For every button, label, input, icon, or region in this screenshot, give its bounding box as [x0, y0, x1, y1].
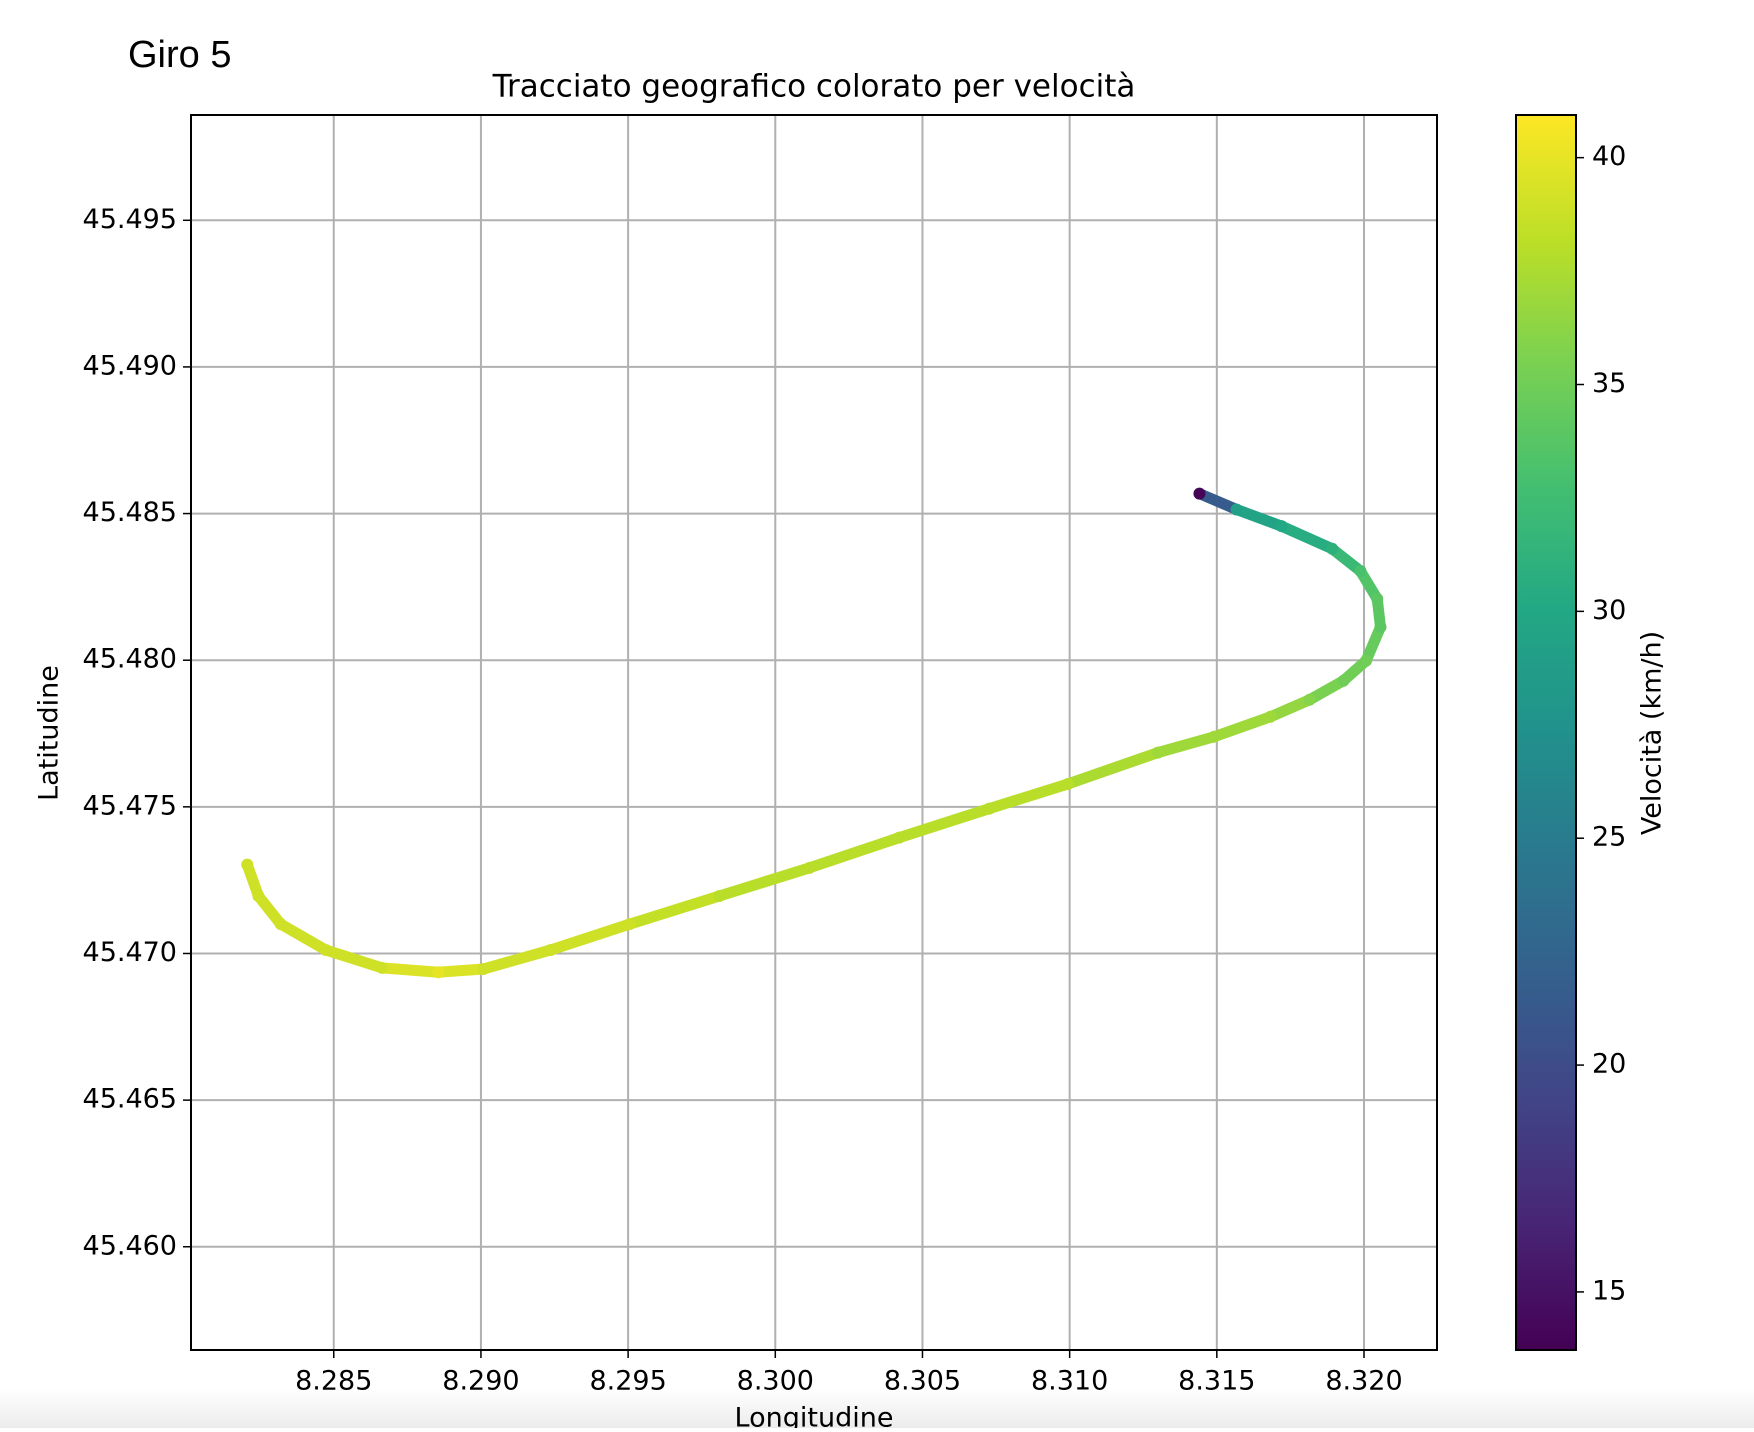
track-segment: [275, 918, 332, 956]
y-tick-label: 45.475: [83, 790, 177, 821]
track-point: [1360, 654, 1373, 667]
colorbar-tick-label: 25: [1592, 822, 1626, 853]
track-segment: [1193, 488, 1243, 515]
track-segment: [320, 944, 388, 974]
track-point: [1371, 592, 1384, 605]
track-point: [274, 918, 287, 931]
chart-title: Tracciato geografico colorato per veloci…: [492, 69, 1136, 105]
track-point: [803, 861, 816, 874]
window-edge: [0, 1388, 1754, 1428]
track-point: [252, 890, 265, 903]
track-point: [713, 890, 726, 903]
heading: Giro 5: [128, 34, 231, 76]
track-segment: [713, 862, 815, 902]
y-tick-label: 45.490: [83, 350, 177, 381]
track-point: [1151, 746, 1164, 759]
track-point: [319, 943, 332, 956]
track-point: [1354, 565, 1367, 578]
x-tick-label: 8.295: [589, 1366, 666, 1397]
colorbar-tick-label: 30: [1592, 595, 1626, 626]
track-segment: [1208, 711, 1276, 743]
track-point: [241, 858, 254, 871]
x-tick-label: 8.285: [295, 1366, 372, 1397]
x-tick-label: 8.320: [1325, 1366, 1402, 1397]
track-point: [1061, 777, 1074, 790]
track-segment: [1360, 621, 1386, 667]
track-segment: [1062, 747, 1164, 790]
colorbar-tick-label: 35: [1592, 368, 1626, 399]
y-tick-label: 45.470: [83, 937, 177, 968]
track-segment: [803, 832, 905, 874]
track-segment: [1152, 731, 1220, 759]
x-tick-label: 8.315: [1178, 1366, 1255, 1397]
colorbar-tick-label: 15: [1592, 1275, 1626, 1306]
track-point: [1326, 542, 1339, 555]
y-tick-label: 45.465: [83, 1084, 177, 1115]
track-segment: [477, 944, 557, 975]
track-point: [1193, 487, 1206, 500]
x-tick-label: 8.300: [737, 1366, 814, 1397]
track-point: [1303, 693, 1316, 706]
x-tick-label: 8.310: [1031, 1366, 1108, 1397]
track-segment: [376, 962, 444, 978]
colorbar-tick-label: 40: [1592, 141, 1626, 172]
colorbar-label: Velocità (km/h): [1637, 631, 1668, 835]
track-point: [544, 943, 557, 956]
y-axis-label: Latitudine: [34, 665, 65, 801]
track-segment: [1264, 694, 1316, 723]
track-point: [623, 918, 636, 931]
track-point: [1264, 710, 1277, 723]
track-segment: [1304, 675, 1349, 706]
track-segment: [983, 778, 1074, 815]
y-tick-label: 45.460: [83, 1230, 177, 1261]
colorbar: [1515, 114, 1577, 1351]
track-point: [1208, 730, 1221, 743]
track-point: [983, 802, 996, 815]
track-segment: [432, 963, 489, 978]
track-point: [477, 963, 490, 976]
track-point: [1230, 503, 1243, 516]
track-point: [893, 831, 906, 844]
plot-frame: [190, 114, 1438, 1351]
y-tick-label: 45.485: [83, 497, 177, 528]
y-tick-label: 45.495: [83, 204, 177, 235]
track-segment: [1231, 503, 1288, 532]
track-segment: [893, 803, 995, 844]
track-point: [1374, 621, 1387, 634]
track-point: [1275, 520, 1288, 533]
track-segment: [624, 890, 725, 930]
track-segment: [545, 918, 636, 956]
x-tick-label: 8.305: [884, 1366, 961, 1397]
x-axis-label: Longitudine: [735, 1403, 894, 1429]
colorbar-tick-label: 20: [1592, 1049, 1626, 1080]
y-tick-label: 45.480: [83, 644, 177, 675]
track-point: [1337, 674, 1350, 687]
x-tick-label: 8.290: [442, 1366, 519, 1397]
track-point: [376, 961, 389, 974]
track-segment: [1276, 520, 1338, 555]
track-point: [432, 966, 445, 979]
